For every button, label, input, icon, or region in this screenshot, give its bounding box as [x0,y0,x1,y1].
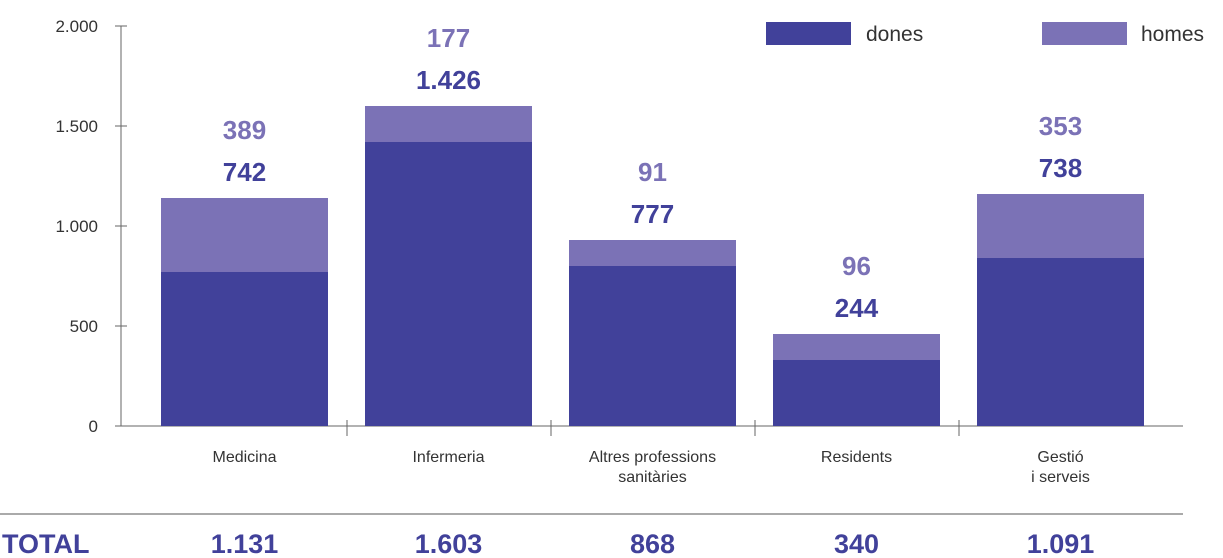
bar-dones [773,360,940,426]
bar-homes [977,194,1144,258]
bar-dones [161,272,328,426]
value-label-dones: 742 [223,157,266,187]
x-category-label: Infermeria [412,449,484,466]
x-category-label: Altres professions [589,449,716,466]
total-value: 340 [834,529,879,558]
y-tick-label: 1.500 [55,117,98,136]
totals-label: TOTAL [2,529,90,558]
value-label-homes: 96 [842,251,871,281]
y-tick-label: 2.000 [55,17,98,36]
bar-homes [365,106,532,142]
y-tick-label: 1.000 [55,217,98,236]
value-label-dones: 244 [835,293,879,323]
legend: dones homes [766,22,1204,46]
value-label-homes: 177 [427,23,470,53]
bar-homes [569,240,736,266]
x-category-label: sanitàries [618,469,686,486]
y-tick-label: 0 [89,417,98,436]
value-label-dones: 738 [1039,153,1082,183]
legend-swatch-homes [1042,22,1127,45]
y-tick-label: 500 [70,317,98,336]
legend-label-dones: dones [866,23,923,46]
bar-dones [365,142,532,426]
axes: 2.000 1.500 1.000 500 0 Medicina Infermeria Alt… [55,17,1183,486]
total-value: 1.603 [415,529,483,558]
total-value: 1.091 [1027,529,1095,558]
bar-homes [161,198,328,272]
totals-row: TOTAL 1.131 1.603 868 340 1.091 [0,513,1183,558]
value-label-homes: 91 [638,157,667,187]
x-category-label: Medicina [212,449,276,466]
legend-label-homes: homes [1141,23,1204,46]
total-value: 1.131 [211,529,279,558]
value-label-homes: 389 [223,115,266,145]
bar-homes [773,334,940,360]
bars [161,106,1144,426]
bar-dones [569,266,736,426]
x-category-label: Residents [821,449,892,466]
value-labels: 742 389 1.426 177 777 91 244 96 738 353 [223,23,1082,323]
value-label-dones: 1.426 [416,65,481,95]
total-value: 868 [630,529,675,558]
bar-dones [977,258,1144,426]
x-category-label: Gestió [1037,449,1083,466]
value-label-dones: 777 [631,199,674,229]
legend-swatch-dones [766,22,851,45]
value-label-homes: 353 [1039,111,1082,141]
x-category-label: i serveis [1031,469,1090,486]
